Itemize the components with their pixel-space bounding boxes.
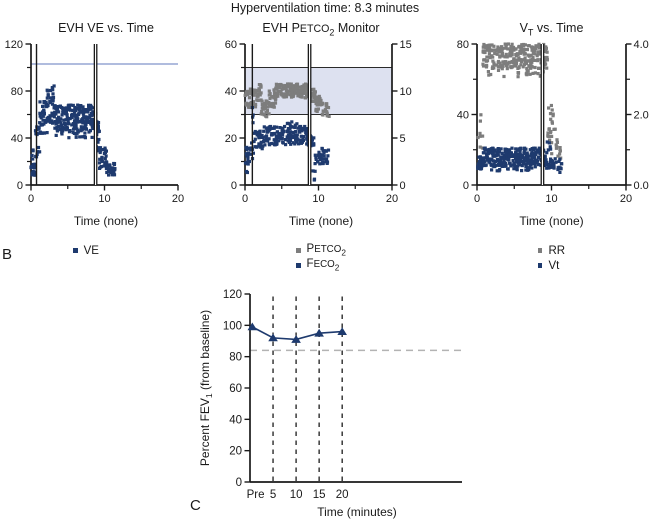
svg-text:80: 80 <box>11 86 23 98</box>
svg-text:20: 20 <box>336 489 349 500</box>
petco2-legend-marker <box>296 248 301 253</box>
legend-item-ve: VE <box>73 243 99 258</box>
svg-text:100: 100 <box>223 320 242 332</box>
chart-vt-xlabel: Time (none) <box>519 214 584 228</box>
rr-legend-label: RR <box>548 244 566 257</box>
vt-legend-marker <box>537 263 543 268</box>
chart-vt-title: VT vs. Time <box>519 21 584 38</box>
chart-vt-legend: RR Vt <box>453 243 650 273</box>
chart-fev1-ylabel: Percent FEV1 (from baseline) <box>197 309 215 467</box>
svg-text:10: 10 <box>400 86 412 98</box>
svg-text:0: 0 <box>17 180 23 192</box>
svg-text:40: 40 <box>225 86 237 98</box>
svg-text:60: 60 <box>225 39 237 51</box>
chart-petco2-xlabel: Time (none) <box>288 214 354 228</box>
chart-petco2-title: EVH PETCO2 Monitor <box>262 21 380 38</box>
svg-text:0: 0 <box>231 180 237 192</box>
chart-ve-title: EVH VE vs. Time <box>58 21 154 35</box>
vt-scatter-plot: 0 40 80 0.0 2.0 4.0 0 10 20 <box>457 39 649 205</box>
vt-legend-label: Vt <box>548 259 560 272</box>
svg-text:0: 0 <box>236 477 242 489</box>
chart-fev1: 0 20 40 60 80 100 120 Pre 5 10 15 20 Percent FEV1 (… <box>180 285 492 523</box>
svg-text:5: 5 <box>270 489 276 500</box>
legend-item-petco2: PETCO2 <box>296 243 346 258</box>
svg-text:0: 0 <box>474 193 480 205</box>
feco2-legend-label: FECO2 <box>306 258 340 273</box>
chart-ve-legend: VE <box>0 243 172 258</box>
chart-ve: EVH VE vs. Time 0 40 80 120 0 10 20 Time (none… <box>0 20 212 282</box>
svg-text:10: 10 <box>312 193 324 205</box>
panel-b-label: B <box>2 246 13 263</box>
svg-text:20: 20 <box>386 193 398 205</box>
rr-legend-marker <box>537 248 543 253</box>
svg-text:15: 15 <box>400 39 412 51</box>
svg-text:20: 20 <box>620 193 632 205</box>
svg-text:15: 15 <box>313 489 326 500</box>
svg-text:0: 0 <box>400 180 406 192</box>
svg-text:20: 20 <box>172 193 184 205</box>
chart-fev1-xlabel: Time (minutes) <box>317 505 397 519</box>
chart-petco2: EVH PETCO2 Monitor 0 20 40 60 0 5 10 15 0 10 20 Ti… <box>212 20 430 282</box>
chart-ve-xlabel: Time (none) <box>73 214 139 228</box>
feco2-legend-marker <box>296 263 301 268</box>
svg-text:40: 40 <box>229 414 242 426</box>
svg-text:20: 20 <box>225 133 237 145</box>
legend-item-rr: RR <box>537 243 566 258</box>
svg-text:80: 80 <box>457 39 469 51</box>
svg-text:0: 0 <box>463 180 469 192</box>
svg-text:60: 60 <box>229 383 242 395</box>
svg-text:20: 20 <box>229 446 242 458</box>
legend-item-feco2: FECO2 <box>296 258 346 273</box>
svg-text:0: 0 <box>242 193 248 205</box>
svg-text:80: 80 <box>229 352 242 364</box>
svg-text:120: 120 <box>223 289 242 301</box>
ve-legend-label: VE <box>83 244 99 257</box>
svg-text:0.0: 0.0 <box>634 180 649 192</box>
svg-text:4.0: 4.0 <box>634 39 649 51</box>
ve-legend-marker <box>73 248 78 253</box>
svg-text:5: 5 <box>400 133 406 145</box>
svg-text:0: 0 <box>28 193 34 205</box>
svg-text:Pre: Pre <box>247 489 265 500</box>
svg-text:40: 40 <box>11 133 23 145</box>
chart-petco2-legend: PETCO2 FECO2 <box>212 243 430 273</box>
ve-scatter-plot: 0 40 80 120 0 10 20 <box>5 39 184 205</box>
svg-text:10: 10 <box>98 193 110 205</box>
legend-item-vt: Vt <box>537 258 565 273</box>
petco2-legend-label: PETCO2 <box>306 243 346 258</box>
figure-title: Hyperventilation time: 8.3 minutes <box>230 1 420 15</box>
svg-text:10: 10 <box>290 489 303 500</box>
svg-text:120: 120 <box>5 39 23 51</box>
fev1-line-plot: 0 20 40 60 80 100 120 Pre 5 10 15 20 <box>223 289 465 500</box>
panel-c-label: C <box>190 497 201 514</box>
svg-text:10: 10 <box>545 193 557 205</box>
svg-text:40: 40 <box>457 109 469 121</box>
chart-vt: VT vs. Time 0 40 80 0.0 2.0 4.0 0 10 20 Time (no… <box>430 20 650 282</box>
svg-text:2.0: 2.0 <box>634 109 649 121</box>
